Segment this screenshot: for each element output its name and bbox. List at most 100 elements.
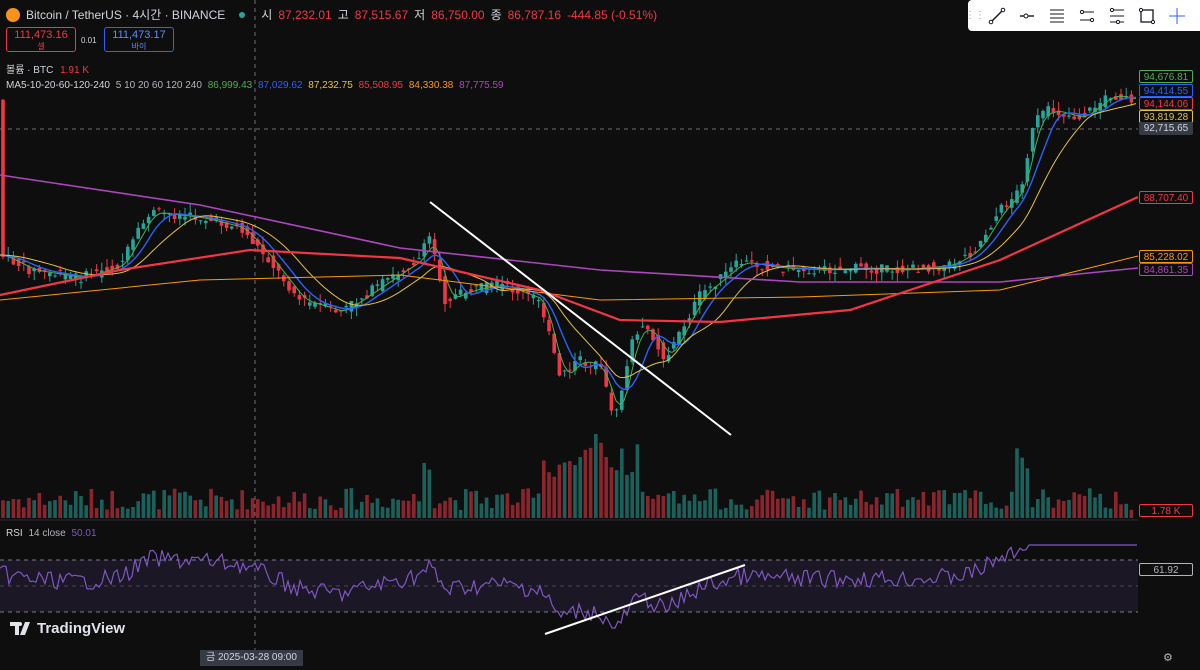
- candle-body: [510, 288, 515, 293]
- volume-bar: [126, 508, 130, 518]
- ma-legend[interactable]: MA5-10-20-60-120-240 5 10 20 60 120 240 …: [6, 80, 504, 91]
- candle-body: [178, 214, 182, 219]
- candle-body: [94, 269, 99, 272]
- candle-body: [614, 409, 619, 411]
- candle-body: [438, 259, 442, 281]
- rsi-legend[interactable]: RSI 14 close 50.01: [6, 528, 97, 539]
- drawing-toolbar: ⋮⋮: [965, 0, 1200, 31]
- parallel-channel-icon[interactable]: [1072, 2, 1102, 30]
- volume-bar: [328, 505, 333, 518]
- volume-bar: [1129, 509, 1134, 518]
- volume-bar: [625, 474, 629, 518]
- candle-body: [1010, 199, 1014, 208]
- volume-bar: [6, 500, 10, 518]
- candle-body: [796, 269, 801, 272]
- volume-bar: [193, 500, 198, 518]
- volume-bar: [157, 509, 161, 518]
- symbol-title[interactable]: Bitcoin / TetherUS · 4시간 · BINANCE: [26, 8, 226, 22]
- fib-retracement-icon[interactable]: [1042, 2, 1072, 30]
- volume-bar: [791, 496, 796, 518]
- candle-body: [63, 273, 68, 280]
- price-axis-label: 85,228.02: [1139, 250, 1193, 263]
- sell-button[interactable]: 111,473.16 셀: [6, 27, 76, 52]
- volume-bar: [578, 457, 582, 518]
- volume-bar: [750, 506, 754, 518]
- volume-bar: [152, 490, 156, 518]
- volume-bar: [1051, 507, 1056, 518]
- grip-icon[interactable]: ⋮⋮: [965, 10, 985, 21]
- volume-bar: [396, 499, 400, 518]
- candle-body: [235, 223, 239, 227]
- volume-bar: [708, 489, 712, 518]
- volume-bar: [209, 488, 213, 518]
- volume-bar: [495, 494, 499, 518]
- ma5-line: [0, 95, 1137, 406]
- candle-body: [708, 286, 712, 288]
- tradingview-logo[interactable]: TradingView: [10, 620, 125, 637]
- volume-bar: [391, 498, 395, 518]
- candle-body: [297, 294, 302, 300]
- candle-body: [661, 342, 666, 360]
- volume-bar: [1119, 504, 1123, 518]
- candle-body: [807, 273, 811, 275]
- candle-body: [531, 294, 536, 299]
- volume-bar: [292, 491, 296, 518]
- volume-bar: [37, 492, 42, 518]
- candle-body: [162, 213, 166, 215]
- candle-body: [833, 272, 837, 274]
- candle-body: [984, 234, 988, 242]
- volume-bar: [360, 501, 364, 518]
- candle-body: [1067, 115, 1071, 117]
- volume-bar: [510, 504, 515, 518]
- horizontal-ray-icon[interactable]: [1012, 2, 1042, 30]
- volume-bar: [599, 442, 603, 518]
- crosshair-icon[interactable]: [1162, 2, 1192, 30]
- candle-body: [952, 264, 957, 269]
- gear-icon[interactable]: ⚙: [1163, 652, 1173, 664]
- ma120-line: [0, 255, 1139, 301]
- volume-bar: [406, 500, 411, 518]
- buy-button[interactable]: 111,473.17 바이: [104, 27, 174, 52]
- candle-body: [604, 367, 608, 387]
- volume-bar: [937, 490, 941, 518]
- candle-body: [786, 264, 790, 266]
- volume-bar: [344, 488, 348, 518]
- volume-bar: [557, 464, 562, 518]
- candle-body: [334, 310, 338, 313]
- candle-body: [1114, 96, 1118, 100]
- volume-bar: [479, 503, 484, 518]
- volume-bar: [500, 494, 504, 518]
- ma20-line: [0, 103, 1137, 379]
- volume-bar: [1088, 488, 1092, 518]
- candle-body: [308, 302, 312, 306]
- candle-body: [287, 281, 291, 291]
- volume-bar: [724, 507, 728, 518]
- candle-body: [843, 270, 848, 274]
- candle-body: [781, 271, 785, 273]
- trendline-rsi-support: [544, 564, 746, 635]
- volume-bar: [802, 499, 806, 518]
- volume-bar: [105, 509, 109, 518]
- candle-body: [380, 279, 385, 292]
- volume-legend[interactable]: 볼륨 · BTC 1.91 K: [6, 65, 89, 76]
- candle-body: [672, 342, 676, 349]
- volume-bar: [547, 472, 551, 518]
- volume-bar: [100, 499, 104, 518]
- rectangle-icon[interactable]: [1132, 2, 1162, 30]
- candle-body: [474, 285, 478, 287]
- volume-bar: [692, 494, 697, 518]
- volume-bar: [833, 493, 837, 518]
- volume-bar: [188, 495, 192, 518]
- volume-bar: [204, 506, 208, 518]
- trend-line-icon[interactable]: [982, 2, 1012, 30]
- candle-body: [427, 236, 432, 244]
- open-value: 87,232.01: [278, 7, 332, 22]
- candle-body: [141, 223, 146, 229]
- candle-body: [58, 269, 62, 271]
- pitchfork-icon[interactable]: [1102, 2, 1132, 30]
- candle-body: [666, 355, 671, 362]
- low-value: 86,750.00: [431, 7, 485, 22]
- candle-body: [739, 263, 744, 266]
- volume-bar: [880, 504, 884, 518]
